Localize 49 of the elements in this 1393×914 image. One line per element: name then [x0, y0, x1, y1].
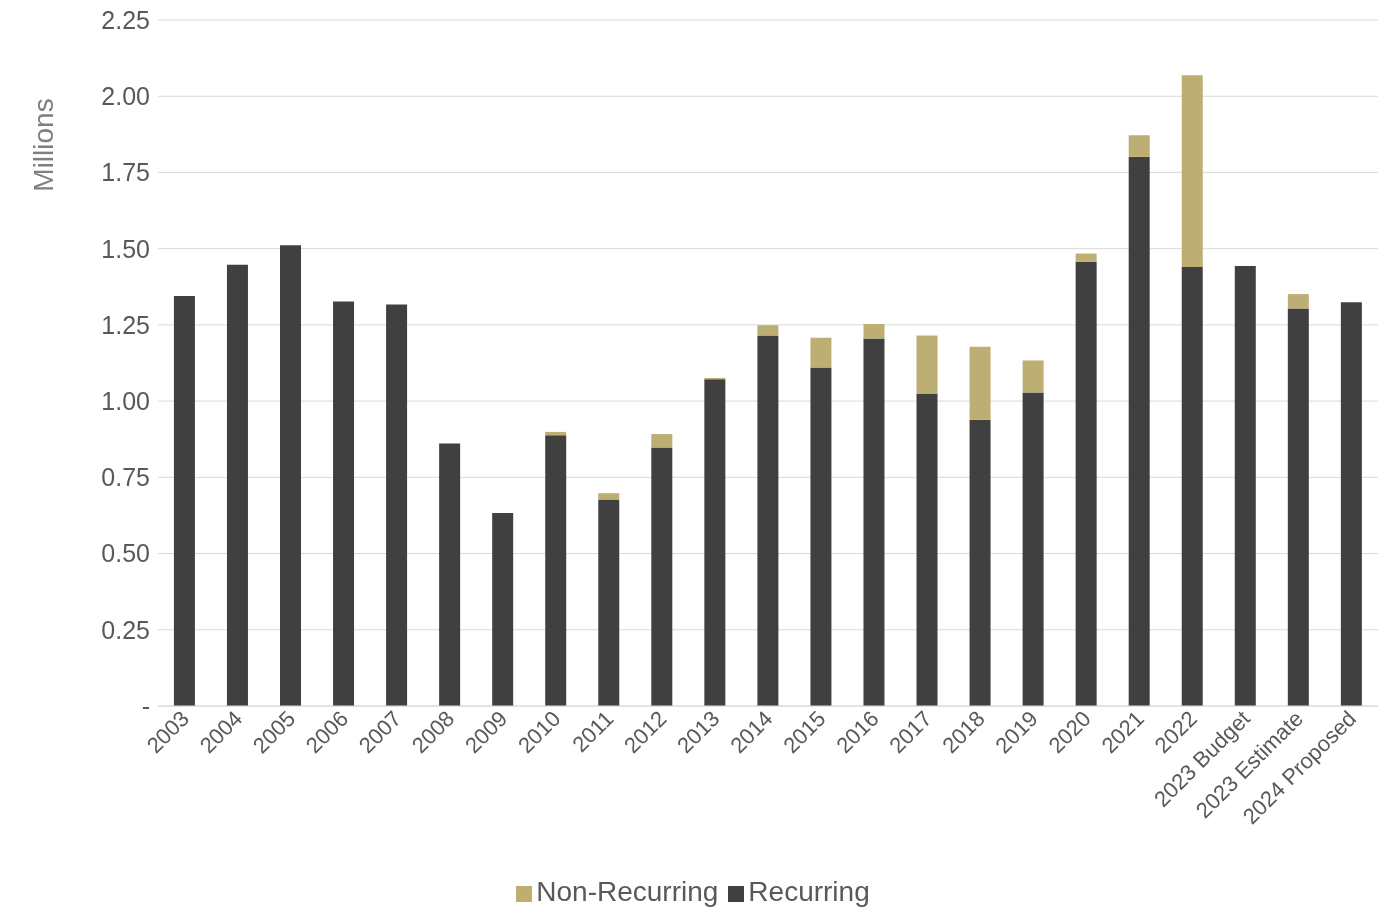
bar	[810, 367, 832, 706]
y-tick-label: 0.75	[101, 463, 150, 492]
bar	[226, 264, 248, 706]
bar	[810, 337, 832, 368]
bar	[1075, 253, 1097, 262]
bar	[916, 393, 938, 706]
bar	[1128, 156, 1150, 706]
bar	[757, 325, 779, 336]
bar	[545, 431, 567, 436]
bar	[863, 338, 885, 706]
bar	[651, 434, 673, 448]
bar	[545, 435, 567, 706]
bar	[1075, 261, 1097, 706]
bar	[173, 295, 195, 706]
legend-label: Non-Recurring	[536, 876, 719, 907]
bar	[598, 493, 620, 500]
y-tick-label: -	[141, 691, 150, 720]
y-tick-label: 1.50	[101, 234, 150, 263]
y-axis-title: Millions	[27, 98, 59, 192]
y-tick-label: 2.25	[101, 5, 150, 34]
bar	[1181, 266, 1203, 706]
bar	[1340, 302, 1362, 706]
bar	[439, 443, 461, 706]
bar	[651, 447, 673, 706]
bar	[1022, 360, 1044, 393]
bar	[333, 301, 355, 706]
bar	[1287, 308, 1309, 706]
y-tick-label: 1.25	[101, 310, 150, 339]
bar	[1022, 392, 1044, 706]
bar	[704, 379, 726, 706]
y-tick-label: 0.50	[101, 539, 150, 568]
bar	[1287, 294, 1309, 309]
y-tick-label: 0.25	[101, 615, 150, 644]
bar	[863, 323, 885, 339]
bar	[386, 304, 408, 706]
bar	[1181, 75, 1203, 267]
y-tick-label: 2.00	[101, 82, 150, 111]
bar	[280, 245, 301, 706]
bar	[969, 346, 991, 420]
y-tick-label: 1.75	[101, 158, 150, 187]
bar	[969, 419, 991, 706]
bar	[598, 499, 620, 706]
bar	[1128, 135, 1150, 157]
bar	[1234, 266, 1256, 706]
bar	[757, 335, 779, 706]
legend-label: Recurring	[748, 876, 870, 907]
bar	[916, 335, 938, 394]
y-tick-label: 1.00	[101, 386, 150, 415]
bar	[492, 513, 514, 706]
